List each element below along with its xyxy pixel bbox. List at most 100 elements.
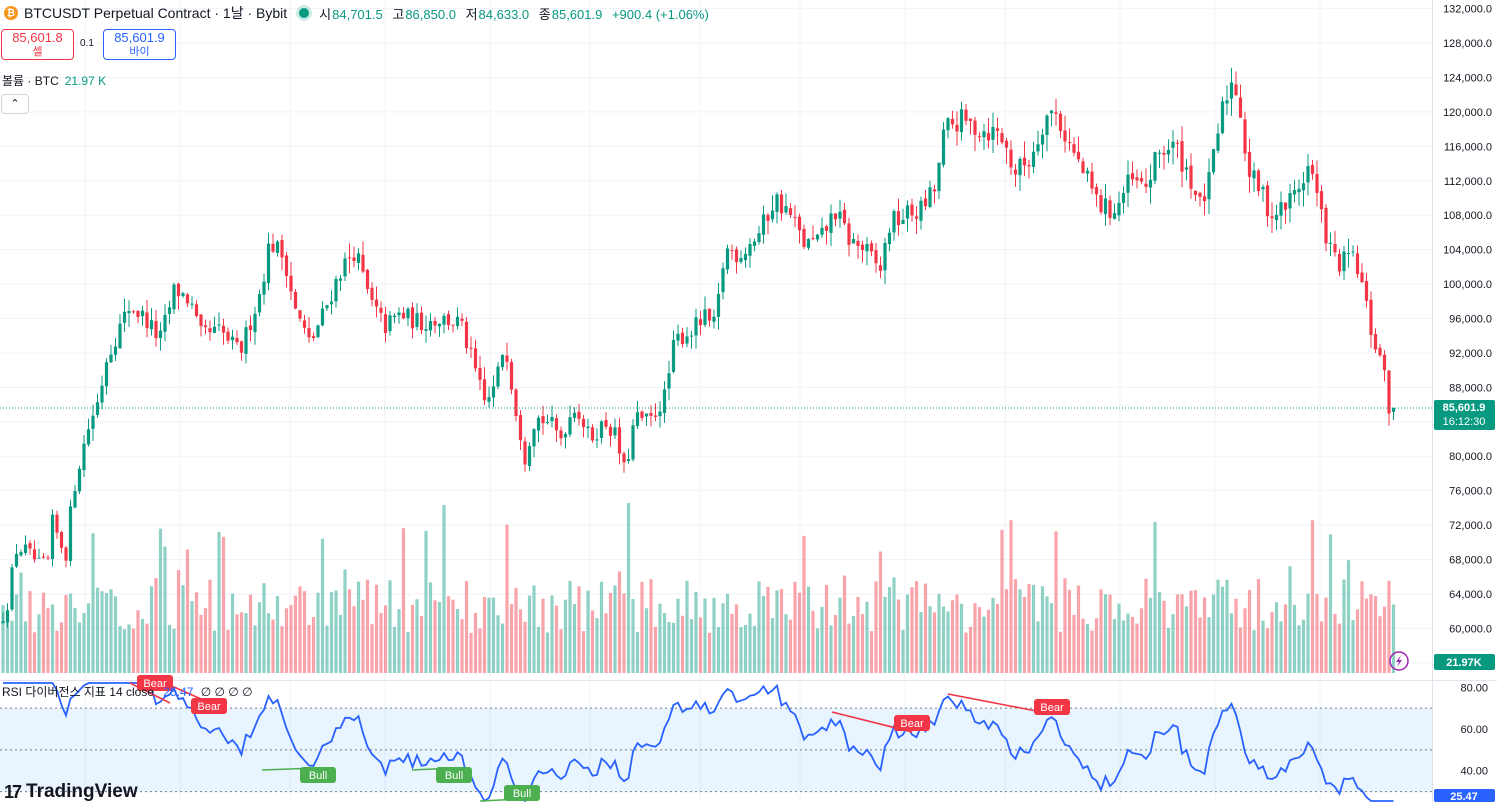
candle-body — [55, 514, 59, 533]
candle-body — [1229, 82, 1234, 99]
candle — [1117, 191, 1121, 222]
candle — [347, 243, 352, 274]
candle — [1373, 328, 1378, 353]
volume-bar — [1387, 580, 1391, 673]
symbol-title[interactable]: BTCUSDT Perpetual Contract · 1날 · Bybit — [24, 5, 288, 21]
candle-body — [739, 258, 743, 262]
candle — [149, 308, 154, 336]
candle-body — [217, 324, 221, 326]
volume-bar — [1067, 589, 1072, 673]
volume-bar — [122, 629, 127, 673]
volume-bar — [185, 549, 190, 673]
candle-body — [883, 242, 887, 271]
candle — [851, 232, 856, 244]
sell-button[interactable]: 85,601.8 셀 — [1, 29, 74, 60]
volume-bar — [491, 597, 496, 673]
volume-bar — [1121, 620, 1126, 673]
candle-body — [851, 238, 856, 244]
candle — [1189, 153, 1193, 199]
rsi-value: 25.47 — [163, 685, 194, 699]
candle-body — [716, 293, 721, 317]
volume-bar — [14, 594, 19, 673]
volume-bar — [356, 581, 361, 673]
candle — [878, 256, 883, 279]
volume-bar — [109, 589, 113, 673]
candle-body — [419, 312, 424, 331]
candle-body — [1225, 100, 1229, 104]
candle-body — [1027, 165, 1031, 167]
candle-body — [32, 549, 37, 560]
volume-bar — [770, 618, 775, 673]
volume-bar — [1027, 584, 1031, 673]
candle-body — [356, 253, 361, 263]
candle — [653, 403, 658, 422]
candle-body — [1220, 101, 1225, 134]
candle-body — [1234, 84, 1238, 96]
countdown-label: 16:12:30 — [1443, 416, 1486, 428]
candle-body — [334, 278, 338, 302]
candle — [275, 240, 280, 257]
candle — [415, 303, 419, 331]
candle — [757, 225, 761, 245]
candle — [442, 313, 446, 334]
candle-body — [280, 240, 284, 258]
volume-legend[interactable]: 볼륨 · BTC 21.97 K — [2, 72, 106, 89]
candle-body — [86, 429, 91, 445]
candle — [271, 233, 275, 254]
volume-bar — [1072, 614, 1076, 673]
candle-body — [212, 326, 217, 333]
candle — [910, 198, 914, 222]
candle-body — [509, 361, 514, 390]
volume-bar — [910, 587, 914, 673]
candle — [397, 307, 401, 324]
candle — [820, 217, 824, 238]
candle — [446, 310, 451, 331]
candle — [77, 466, 82, 495]
candle — [280, 234, 284, 271]
candle — [1288, 184, 1292, 223]
candle-body — [514, 389, 518, 416]
candle — [203, 319, 208, 335]
candle-body — [536, 417, 541, 431]
candle-body — [5, 610, 10, 623]
volume-bar — [289, 605, 293, 673]
candle-body — [757, 233, 761, 243]
volume-bar — [586, 590, 590, 673]
volume-bar — [946, 611, 950, 673]
buy-button[interactable]: 85,601.9 바이 — [103, 29, 176, 60]
volume-bar — [1135, 623, 1139, 673]
candle — [1202, 183, 1207, 216]
collapse-legend-button[interactable]: ⌃ — [1, 94, 29, 114]
candle-body — [577, 411, 581, 419]
candle-body — [208, 328, 212, 333]
candle — [887, 228, 892, 252]
order-quantity[interactable]: 0.1 — [80, 38, 94, 49]
volume-bar — [631, 599, 635, 673]
candle — [991, 112, 995, 154]
volume-bar — [343, 569, 347, 673]
candle-body — [865, 243, 869, 252]
candle-body — [604, 419, 608, 427]
candle — [509, 358, 514, 395]
candle-body — [658, 411, 662, 417]
candle — [1382, 350, 1387, 382]
candle — [1238, 84, 1243, 118]
candle-body — [644, 413, 649, 417]
candle-body — [136, 310, 140, 317]
volume-bar — [1238, 627, 1243, 673]
tradingview-logo[interactable]: 17 TradingView — [4, 781, 138, 803]
candle-body — [482, 379, 487, 401]
candle — [496, 361, 500, 390]
volume-bar — [100, 591, 104, 673]
candle — [811, 225, 815, 241]
rsi-legend[interactable]: RSI 다이버전스 지표 14 close 25.47 ∅ ∅ ∅ ∅ — [2, 683, 253, 700]
candle-body — [608, 426, 613, 436]
candle — [1045, 114, 1049, 152]
candle-body — [113, 346, 118, 355]
candle-body — [1202, 196, 1207, 202]
candle — [424, 315, 428, 343]
candle — [473, 339, 478, 372]
candle-body — [680, 332, 685, 344]
candle — [118, 314, 122, 349]
